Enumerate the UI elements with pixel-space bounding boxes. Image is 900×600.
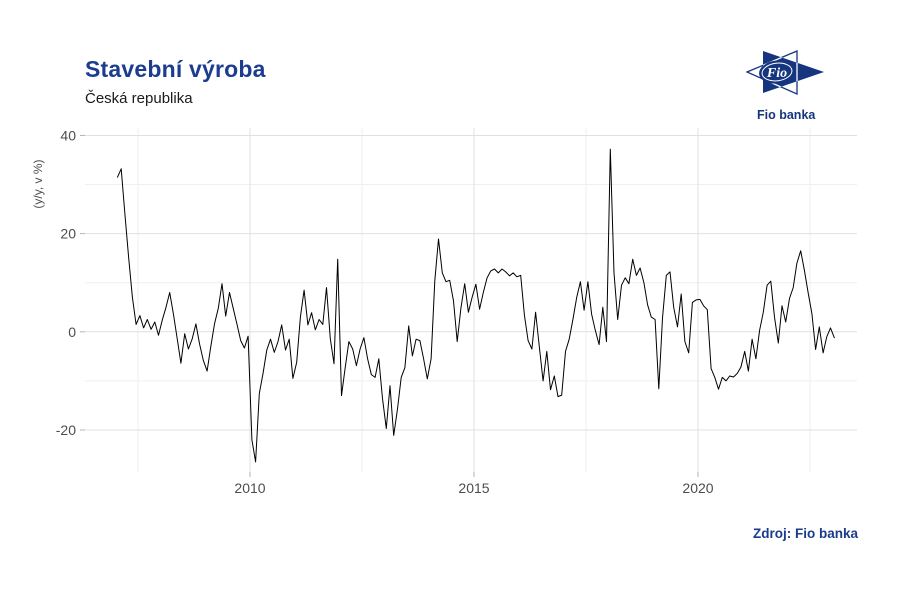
x-tick-label: 2020 <box>682 480 713 496</box>
y-tick-label: 40 <box>60 127 76 143</box>
page-subtitle: Česká republika <box>85 90 193 107</box>
y-tick-label: -20 <box>56 422 76 438</box>
data-line <box>117 148 835 463</box>
logo-caption: Fio banka <box>757 108 816 122</box>
axis-tick-labels: 2010 2015 2020 40 20 0 -20 <box>56 127 714 496</box>
source-credit: Zdroj: Fio banka <box>752 526 858 541</box>
y-tick-label: 0 <box>68 324 76 340</box>
gridlines-minor <box>85 128 857 472</box>
axis-ticks <box>80 134 699 477</box>
logo-ellipse-ring <box>761 62 793 82</box>
fio-star-icon: Fio <box>745 50 824 95</box>
page-title: Stavební výroba <box>85 56 266 82</box>
logo-emblem-text: Fio <box>766 66 787 81</box>
fio-banka-logo: Fio Fio banka <box>745 50 858 122</box>
y-axis-title: (y/y, v %) <box>31 159 45 208</box>
x-tick-label: 2015 <box>458 480 489 496</box>
x-tick-label: 2010 <box>234 480 265 496</box>
y-tick-label: 20 <box>60 226 76 242</box>
